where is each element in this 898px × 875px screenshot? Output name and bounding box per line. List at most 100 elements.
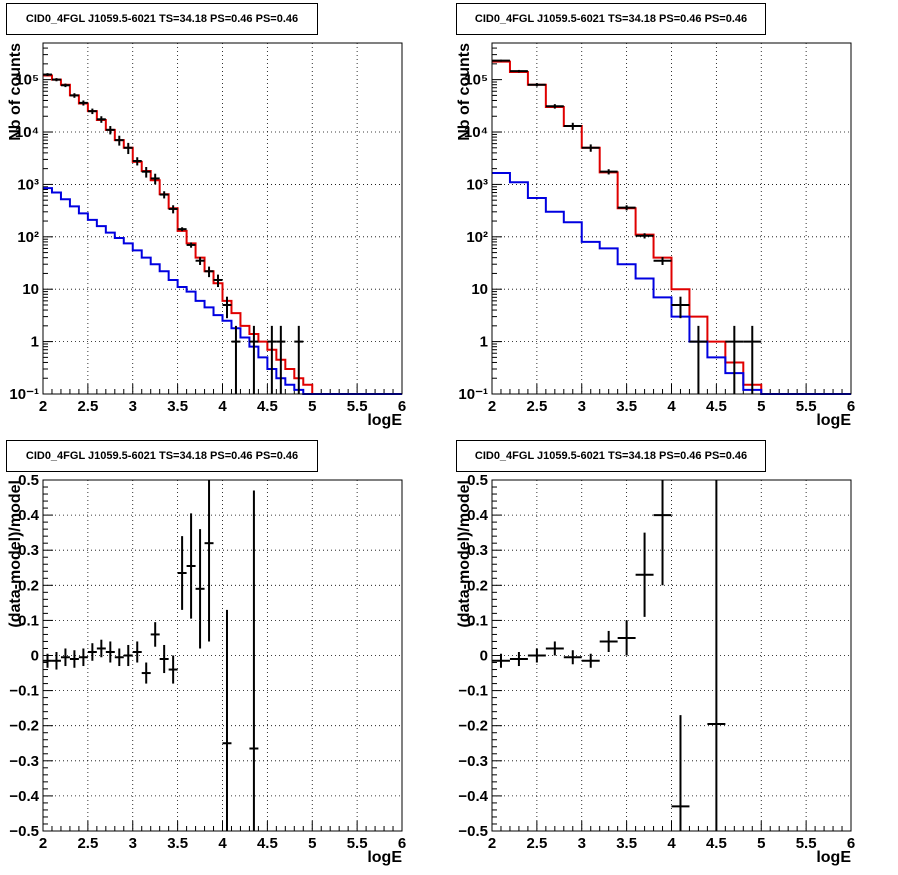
x-tick-label: 5.5 — [347, 398, 368, 415]
x-tick-label: 2.5 — [77, 398, 98, 415]
y-tick-label: 0.3 — [467, 542, 488, 559]
x-tick-label: 6 — [847, 835, 855, 852]
y-tick-label: 10³ — [466, 176, 488, 193]
data-point — [653, 480, 672, 586]
data-point — [617, 205, 636, 211]
series-step-1 — [43, 74, 402, 395]
data-point — [249, 490, 259, 831]
y-tick-label: 10⁻¹ — [9, 386, 39, 403]
x-tick-label: 4 — [667, 398, 676, 415]
x-tick-label: 5 — [757, 835, 765, 852]
x-axis-label: logE — [816, 412, 851, 429]
data-point — [195, 257, 205, 265]
x-tick-label: 3.5 — [167, 398, 188, 415]
data-point — [159, 644, 169, 674]
x-tick-label: 3 — [578, 398, 586, 415]
data-point — [60, 648, 70, 667]
y-tick-label: 10² — [466, 229, 488, 246]
x-tick-label: 4.5 — [706, 835, 727, 852]
y-tick-label: −0.1 — [458, 683, 488, 700]
x-tick-label: 2 — [39, 835, 47, 852]
x-tick-label: 4.5 — [706, 398, 727, 415]
data-point — [177, 536, 187, 610]
y-tick-label: 10⁻¹ — [458, 386, 488, 403]
x-tick-label: 2 — [39, 398, 47, 415]
y-tick-label: −0.3 — [458, 753, 488, 770]
data-point — [509, 651, 528, 667]
data-point — [96, 639, 106, 658]
data-point — [213, 274, 223, 288]
data-points — [43, 73, 304, 394]
data-points — [492, 480, 726, 831]
chart-panel-4: 2 2.5 3 3.5 4 4.5 5 5.5 6 −0.5 −0.4 −0.3 −0.2 −0.1 0 0.… — [456, 472, 855, 866]
x-tick-label: 2 — [488, 835, 496, 852]
data-point — [725, 325, 744, 394]
data-point — [105, 641, 115, 663]
y-axis-label: Nb of counts — [7, 43, 24, 141]
y-tick-label: 10³ — [17, 176, 39, 193]
grid — [43, 43, 402, 394]
x-tick-label: 5 — [757, 398, 765, 415]
y-tick-label: 0 — [480, 648, 488, 665]
y-tick-label: 10⁴ — [15, 124, 39, 141]
tick-labels: 2 2.5 3 3.5 4 4.5 5 5.5 6 10⁻¹ 1 10 10² 10³ 10⁴ 10⁵ — [458, 72, 855, 415]
data-point — [123, 142, 133, 155]
chart-title-4: CID0_4FGL J1059.5-6021 TS=34.18 PS=0.46 … — [456, 440, 766, 472]
chart-panel-3: 2 2.5 3 3.5 4 4.5 5 5.5 6 −0.5 −0.4 −0.3 −0.2 −0.1 0 0.… — [7, 472, 406, 866]
data-point — [168, 205, 178, 214]
data-point — [222, 609, 232, 831]
x-tick-label: 5.5 — [347, 835, 368, 852]
x-tick-label: 6 — [847, 398, 855, 415]
y-tick-label: 0.1 — [18, 612, 39, 629]
data-point — [168, 655, 178, 684]
series-step-2 — [43, 187, 402, 395]
chart-panel-2: 2 2.5 3 3.5 4 4.5 5 5.5 6 10⁻¹ 1 10 10² 10³ 10⁴ 10⁵ logE… — [456, 42, 855, 429]
y-tick-label: −0.3 — [9, 753, 39, 770]
data-point — [186, 242, 196, 248]
data-point — [132, 641, 142, 663]
y-tick-label: 10⁵ — [15, 72, 39, 89]
data-point — [204, 480, 214, 642]
tick-labels: 2 2.5 3 3.5 4 4.5 5 5.5 6 −0.5 −0.4 −0.3 −0.2 −0.1 0 0.… — [9, 472, 406, 852]
grid — [43, 480, 402, 831]
data-point — [599, 169, 618, 175]
data-point — [222, 296, 232, 319]
x-tick-label: 5.5 — [796, 398, 817, 415]
data-point — [204, 266, 214, 278]
x-tick-label: 3 — [578, 835, 586, 852]
x-tick-label: 2.5 — [526, 398, 547, 415]
data-point — [249, 325, 259, 394]
data-point — [159, 191, 169, 199]
plot-frame — [42, 42, 403, 395]
y-tick-label: 0.5 — [18, 472, 39, 489]
x-axis-label: logE — [816, 849, 851, 866]
data-point — [78, 648, 88, 667]
data-point — [653, 257, 672, 265]
x-tick-label: 2.5 — [526, 835, 547, 852]
plot-frame — [491, 479, 852, 832]
chart-panel-1: 2 2.5 3 3.5 4 4.5 5 5.5 6 10⁻¹ 1 10 10² 10³ 10⁴ 10⁵ logE… — [7, 42, 406, 429]
data-point — [96, 116, 106, 123]
axis-ticks — [42, 42, 403, 395]
data-point — [743, 325, 762, 394]
x-tick-label: 6 — [398, 835, 406, 852]
chart-title-1: CID0_4FGL J1059.5-6021 TS=34.18 PS=0.46 … — [6, 3, 318, 35]
y-tick-label: 0.1 — [467, 612, 488, 629]
data-point — [43, 73, 52, 77]
data-point — [581, 144, 600, 152]
plot-frame — [42, 479, 403, 832]
data-point — [78, 100, 88, 106]
data-point — [635, 233, 654, 239]
grid — [492, 43, 851, 394]
x-tick-label: 3 — [129, 398, 137, 415]
data-point — [51, 78, 61, 82]
x-tick-label: 4.5 — [257, 398, 278, 415]
y-tick-label: −0.2 — [458, 718, 488, 735]
data-point — [563, 122, 582, 130]
data-point — [267, 325, 277, 394]
data-point — [195, 529, 205, 649]
x-tick-label: 3 — [129, 835, 137, 852]
x-axis-label: logE — [367, 412, 402, 429]
data-points — [43, 480, 259, 831]
data-point — [617, 620, 636, 656]
